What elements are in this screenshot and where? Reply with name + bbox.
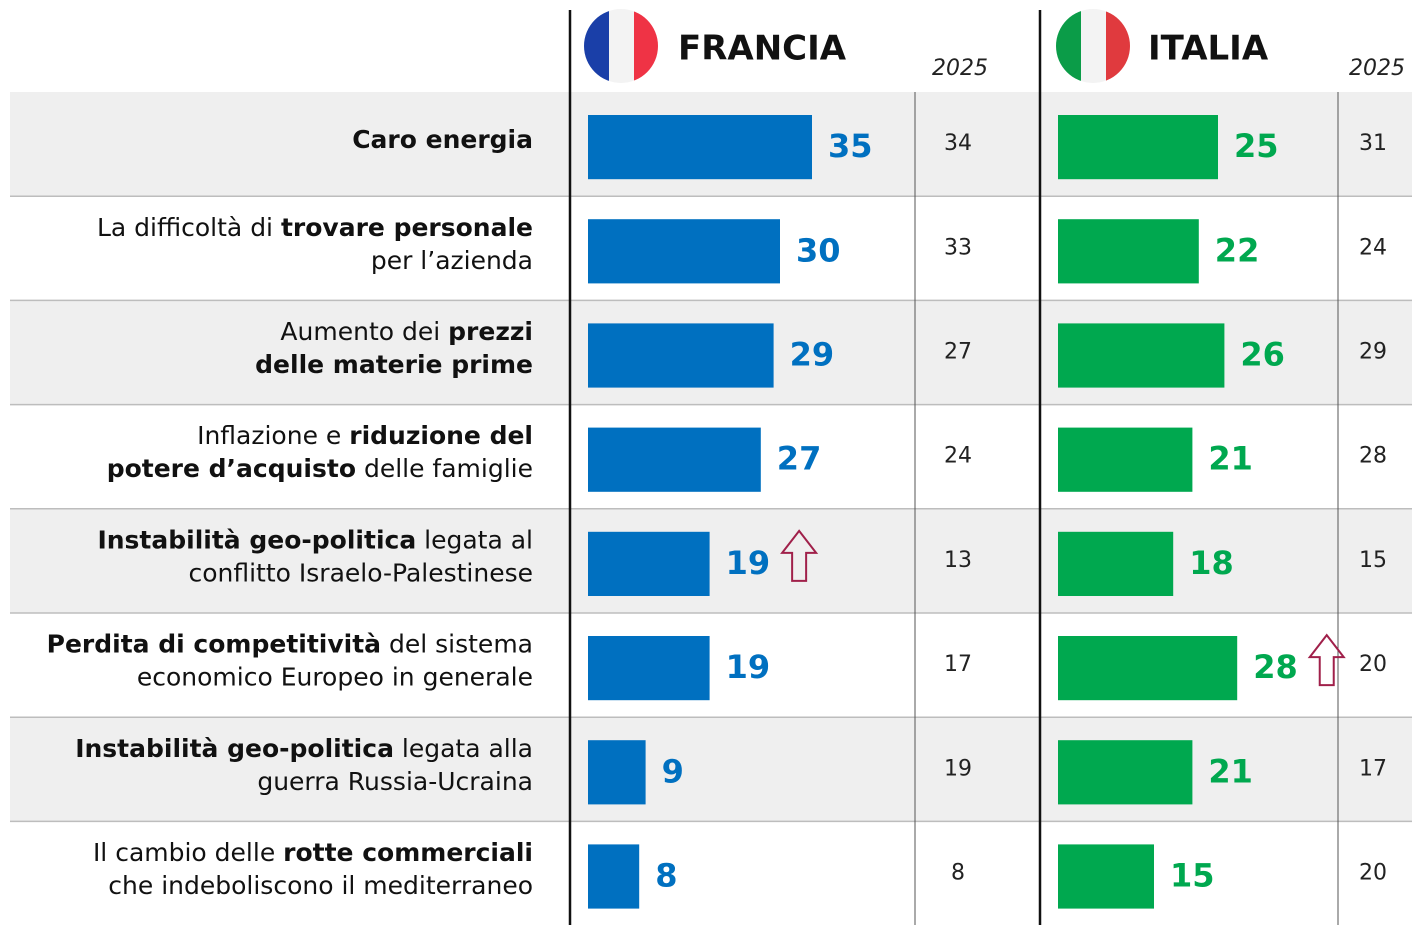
series-title: FRANCIA	[678, 29, 847, 69]
label-part: del sistema	[381, 630, 533, 659]
label-part: La difficoltà di	[97, 213, 281, 242]
label-part: potere d’acquisto	[107, 454, 356, 483]
value-label: 25	[1234, 127, 1279, 165]
bar	[588, 531, 710, 596]
label-part: che indeboliscono il mediterraneo	[108, 871, 533, 900]
value-label: 21	[1208, 440, 1253, 478]
value-label: 30	[796, 231, 841, 269]
series-title: ITALIA	[1148, 29, 1269, 69]
value-label: 29	[790, 336, 835, 374]
bar	[588, 636, 710, 701]
row-label: Perdita di competitività del sistema	[47, 630, 533, 659]
label-part: legata alla	[394, 734, 533, 763]
bar	[1058, 323, 1225, 388]
previous-value: 20	[1359, 652, 1387, 677]
previous-value: 17	[944, 652, 972, 677]
row-label: delle materie prime	[255, 350, 533, 379]
label-part: Instabilità geo-politica	[97, 525, 416, 554]
row-label: che indeboliscono il mediterraneo	[108, 871, 533, 900]
row-label: economico Europeo in generale	[137, 663, 533, 692]
label-part: Instabilità geo-politica	[75, 734, 394, 763]
previous-value: 19	[944, 756, 972, 781]
row-label: Caro energia	[352, 125, 533, 154]
bar	[1058, 636, 1238, 701]
label-part: rotte commerciali	[283, 838, 533, 867]
bar	[1058, 427, 1193, 492]
label-part: Il cambio delle	[93, 838, 283, 867]
row-label: Aumento dei prezzi	[280, 317, 533, 346]
row-label: conflitto Israelo-Palestinese	[188, 558, 533, 587]
label-part: legata al	[416, 525, 533, 554]
bar	[1058, 219, 1199, 284]
bar	[1058, 844, 1154, 909]
bar	[1058, 115, 1218, 180]
previous-value: 31	[1359, 131, 1387, 156]
up-arrow	[1307, 633, 1346, 687]
value-label: 18	[1189, 544, 1234, 582]
flag-italy	[1056, 9, 1130, 83]
up-arrow	[780, 529, 819, 582]
previous-header: 2025	[1349, 56, 1405, 81]
previous-header: 2025	[932, 56, 988, 81]
value-label: 21	[1208, 752, 1253, 790]
flag-france	[584, 9, 658, 83]
previous-value: 20	[1359, 861, 1387, 886]
label-part: per l’azienda	[371, 246, 533, 275]
bar	[588, 219, 780, 284]
label-part: guerra Russia-Ucraina	[257, 767, 533, 796]
label-part: economico Europeo in generale	[137, 663, 533, 692]
value-label: 19	[726, 544, 771, 582]
row-label: La difficoltà di trovare personale	[97, 213, 533, 242]
previous-value: 15	[1359, 548, 1387, 573]
bar	[588, 740, 646, 805]
row-label: Instabilità geo-politica legata alla	[75, 734, 533, 763]
previous-value: 24	[944, 444, 972, 469]
row-label: Instabilità geo-politica legata al	[97, 525, 533, 554]
row-label: Il cambio delle rotte commerciali	[93, 838, 533, 867]
row-label: guerra Russia-Ucraina	[257, 767, 533, 796]
value-label: 22	[1215, 231, 1260, 269]
label-part: delle famiglie	[356, 454, 533, 483]
previous-value: 27	[944, 340, 972, 365]
row-label: Inflazione e riduzione del	[197, 421, 533, 450]
previous-value: 13	[944, 548, 972, 573]
label-part: prezzi	[448, 317, 533, 346]
label-part: conflitto Israelo-Palestinese	[188, 558, 533, 587]
value-label: 28	[1253, 648, 1298, 686]
label-part: trovare personale	[281, 213, 533, 242]
bar	[588, 323, 774, 388]
value-label: 27	[777, 440, 822, 478]
value-label: 9	[662, 752, 684, 790]
previous-value: 33	[944, 235, 972, 260]
previous-value: 29	[1359, 340, 1387, 365]
value-label: 19	[726, 648, 771, 686]
value-label: 8	[655, 857, 677, 895]
bar	[588, 115, 812, 180]
bar	[588, 427, 761, 492]
value-label: 26	[1240, 336, 1285, 374]
previous-value: 34	[944, 131, 972, 156]
bar	[1058, 531, 1174, 596]
row-label: potere d’acquisto delle famiglie	[107, 454, 533, 483]
label-part: Caro energia	[352, 125, 533, 154]
row-label: per l’azienda	[371, 246, 533, 275]
value-label: 35	[828, 127, 873, 165]
previous-value: 8	[951, 861, 965, 886]
value-label: 15	[1170, 857, 1215, 895]
bar	[1058, 740, 1193, 805]
previous-value: 17	[1359, 756, 1387, 781]
label-part: Aumento dei	[280, 317, 448, 346]
label-part: riduzione del	[349, 421, 533, 450]
label-part: delle materie prime	[255, 350, 533, 379]
previous-value: 28	[1359, 444, 1387, 469]
label-part: Inflazione e	[197, 421, 349, 450]
row-bg	[10, 508, 1412, 613]
previous-value: 24	[1359, 235, 1387, 260]
label-part: Perdita di competitività	[47, 630, 381, 659]
bar	[588, 844, 640, 909]
